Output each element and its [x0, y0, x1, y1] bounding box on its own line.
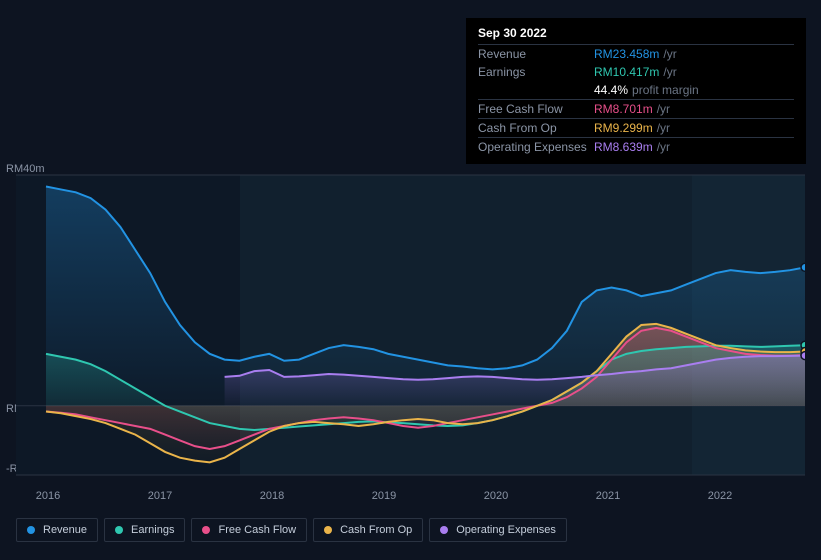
legend-item[interactable]: Operating Expenses [429, 518, 567, 542]
tooltip-row-label: Revenue [478, 47, 594, 61]
legend-item[interactable]: Earnings [104, 518, 185, 542]
x-axis-label: 2022 [708, 490, 732, 502]
tooltip-row-value: RM10.417m/yr [594, 65, 677, 79]
tooltip-row: 44.4%profit margin [478, 81, 794, 99]
legend-item[interactable]: Revenue [16, 518, 98, 542]
x-axis-label: 2020 [484, 490, 508, 502]
x-axis-label: 2017 [148, 490, 172, 502]
tooltip-row-value: RM8.639m/yr [594, 140, 670, 154]
legend-label: Revenue [43, 524, 87, 536]
line-chart-svg [16, 155, 805, 480]
legend-dot-icon [115, 526, 123, 534]
tooltip-date: Sep 30 2022 [478, 26, 794, 44]
legend-dot-icon [202, 526, 210, 534]
tooltip-row: Cash From OpRM9.299m/yr [478, 118, 794, 137]
tooltip-row: Operating ExpensesRM8.639m/yr [478, 137, 794, 156]
legend-label: Operating Expenses [456, 524, 556, 536]
tooltip-rows: RevenueRM23.458m/yrEarningsRM10.417m/yr4… [478, 44, 794, 156]
tooltip-row-value: 44.4%profit margin [594, 83, 699, 97]
legend: Revenue Earnings Free Cash Flow Cash From O… [16, 518, 567, 542]
legend-label: Free Cash Flow [218, 524, 296, 536]
legend-label: Earnings [131, 524, 174, 536]
tooltip-row-label: Earnings [478, 65, 594, 79]
x-axis-label: 2016 [36, 490, 60, 502]
x-axis-label: 2019 [372, 490, 396, 502]
legend-label: Cash From Op [340, 524, 412, 536]
tooltip-row-label: Operating Expenses [478, 140, 594, 154]
tooltip-row: RevenueRM23.458m/yr [478, 44, 794, 63]
legend-dot-icon [440, 526, 448, 534]
legend-dot-icon [27, 526, 35, 534]
legend-dot-icon [324, 526, 332, 534]
tooltip-panel: Sep 30 2022 RevenueRM23.458m/yrEarningsR… [466, 18, 806, 164]
tooltip-row-value: RM8.701m/yr [594, 102, 670, 116]
tooltip-row-label: Cash From Op [478, 121, 594, 135]
tooltip-row-value: RM23.458m/yr [594, 47, 677, 61]
legend-item[interactable]: Cash From Op [313, 518, 423, 542]
legend-item[interactable]: Free Cash Flow [191, 518, 307, 542]
tooltip-row: Free Cash FlowRM8.701m/yr [478, 99, 794, 118]
x-axis-labels: 2016 2017 2018 2019 2020 2021 2022 [16, 490, 805, 504]
x-axis-label: 2018 [260, 490, 284, 502]
tooltip-row-value: RM9.299m/yr [594, 121, 670, 135]
x-axis-label: 2021 [596, 490, 620, 502]
chart-area [16, 155, 805, 495]
tooltip-row-label [478, 83, 594, 97]
tooltip-row-label: Free Cash Flow [478, 102, 594, 116]
tooltip-row: EarningsRM10.417m/yr [478, 63, 794, 81]
